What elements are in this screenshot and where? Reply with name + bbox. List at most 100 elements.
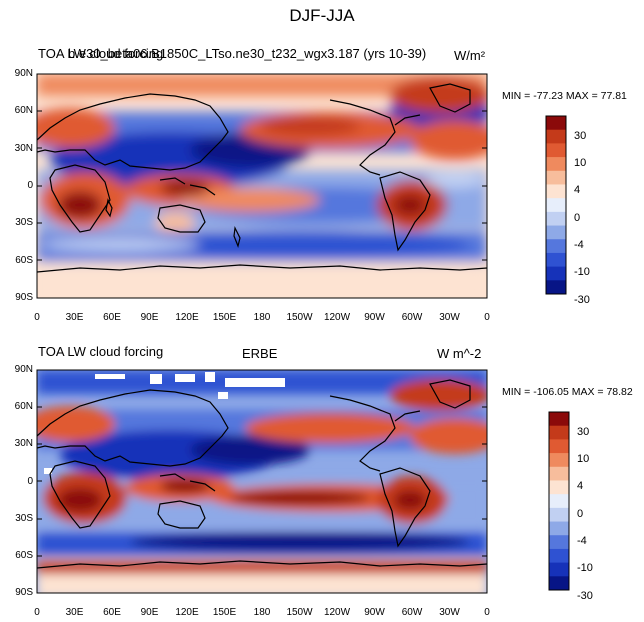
colorbar-label: -4	[577, 535, 587, 548]
colorbar-box	[546, 184, 566, 199]
bottom-units: W m^-2	[437, 346, 482, 361]
missing-data-patches	[44, 372, 285, 474]
colorbar-box	[546, 280, 566, 295]
lon-label: 30E	[65, 312, 84, 323]
colorbar-box	[549, 412, 569, 427]
lon-label: 60W	[401, 607, 423, 618]
lat-label: 30N	[14, 438, 33, 450]
lon-label: 30W	[439, 312, 460, 323]
colorbar-label: -4	[574, 239, 584, 252]
colorbar-label: 4	[574, 184, 581, 197]
lat-label: 30S	[15, 512, 33, 524]
colorbar-box	[546, 143, 566, 158]
lon-label: 0	[34, 312, 40, 323]
colorbar-label: -30	[574, 293, 590, 306]
colorbar-box	[549, 453, 569, 468]
colorbar-box	[549, 425, 569, 440]
bottom-coastlines	[37, 379, 487, 569]
lat-label: 60N	[14, 105, 33, 117]
colorbar-box	[549, 439, 569, 454]
top-map-field	[37, 74, 487, 298]
figure-title: DJF-JJA	[289, 6, 355, 25]
lat-label: 30S	[15, 217, 33, 229]
lon-label: 0	[484, 312, 490, 323]
colorbar-label: -10	[577, 562, 593, 575]
lat-label: 60S	[15, 549, 33, 561]
lon-label: 150W	[286, 312, 313, 323]
colorbar-label: -30	[577, 589, 593, 602]
colorbar-box	[549, 494, 569, 509]
colorbar-box	[549, 548, 569, 564]
lat-label: 60N	[14, 401, 33, 413]
lat-label: 90S	[15, 292, 33, 303]
lon-label: 150E	[212, 607, 237, 618]
colorbar-box	[546, 266, 566, 281]
lon-label: 180	[253, 607, 271, 618]
top-coastlines	[37, 83, 487, 273]
colorbar-box	[549, 480, 569, 495]
lon-label: 180	[253, 312, 271, 323]
colorbar-label: 0	[574, 211, 581, 224]
colorbar-box	[549, 576, 569, 591]
colorbar-box	[546, 170, 566, 185]
colorbar-box	[546, 211, 566, 227]
lon-label: 120E	[175, 312, 199, 323]
lon-label: 60E	[103, 312, 121, 323]
lat-label: 30N	[14, 142, 33, 154]
colorbar-box	[549, 521, 569, 536]
lon-label: 90W	[364, 607, 385, 618]
colorbar-box	[546, 157, 566, 172]
colorbar-label: 10	[577, 452, 590, 465]
bottom-min-max: MIN = -106.05 MAX = 78.82	[502, 386, 633, 398]
lat-label: 60S	[15, 254, 33, 266]
lat-label: 90N	[14, 68, 33, 79]
top-units: W/m²	[454, 48, 486, 63]
colorbar-frame	[548, 411, 570, 591]
lon-label: 60E	[103, 607, 121, 618]
lon-label: 120W	[323, 607, 351, 618]
lon-label: 30E	[65, 607, 84, 618]
lat-label: 0	[27, 180, 33, 191]
axis-ticks	[37, 73, 487, 594]
colorbar-box	[549, 507, 569, 523]
bottom-map-field	[37, 370, 487, 593]
top-left-title: TOA LW cloud forcing	[38, 46, 164, 61]
lon-label: 90W	[364, 312, 385, 323]
bottom-left-title: TOA LW cloud forcing	[38, 344, 164, 359]
bottom-colorbar	[548, 411, 570, 591]
colorbar-frame	[545, 115, 567, 295]
lon-label: 150W	[286, 607, 313, 618]
bottom-center-title: ERBE	[242, 346, 278, 361]
lon-label: 90E	[140, 312, 159, 323]
colorbar-box	[546, 198, 566, 213]
lat-label: 90N	[14, 364, 33, 375]
lat-label: 90S	[15, 587, 33, 598]
colorbar-label: 30	[577, 425, 590, 438]
lon-label: 0	[34, 607, 40, 618]
lon-label: 60W	[401, 312, 423, 323]
colorbar-box	[546, 239, 566, 254]
colorbar-label: 4	[577, 480, 584, 493]
colorbar-box	[546, 252, 566, 268]
lon-label: 0	[484, 607, 490, 618]
lon-label: 120E	[175, 607, 199, 618]
colorbar-label: 30	[574, 129, 587, 142]
lon-label: 150E	[212, 312, 237, 323]
colorbar-label: -10	[574, 266, 590, 279]
top-min-max: MIN = -77.23 MAX = 77.81	[502, 90, 627, 102]
lon-label: 120W	[323, 312, 351, 323]
colorbar-box	[549, 562, 569, 577]
colorbar-label: 10	[574, 156, 587, 169]
lat-label: 0	[27, 475, 33, 487]
colorbar-box	[546, 116, 566, 131]
colorbar-box	[546, 225, 566, 240]
lon-label: 30W	[439, 607, 460, 618]
lon-label: 90E	[140, 607, 159, 618]
colorbar-box	[549, 535, 569, 550]
colorbar-box	[546, 129, 566, 144]
top-colorbar	[545, 115, 567, 295]
colorbar-box	[549, 466, 569, 481]
colorbar-label: 0	[577, 507, 584, 520]
top-center-title: b.e30_beta06.B1850C_LTso.ne30_t232_wgx3.…	[68, 46, 427, 61]
